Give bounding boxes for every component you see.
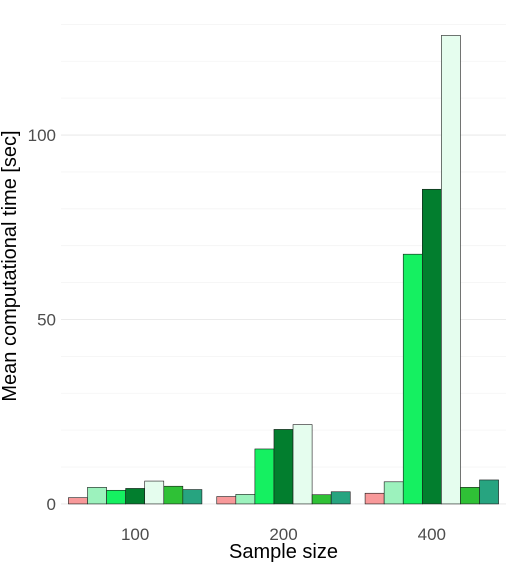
- bar-100-series-3: [106, 489, 126, 505]
- bar-100-series-6: [163, 485, 184, 505]
- bar-400-series-7: [479, 479, 499, 505]
- bar-100-series-1: [68, 497, 88, 505]
- bar-200-series-1: [216, 496, 237, 505]
- x-tick-label: 400: [418, 525, 446, 544]
- bar-100-series-5: [144, 480, 165, 505]
- bars: [68, 35, 499, 505]
- y-tick-label: 100: [28, 126, 56, 145]
- bar-200-series-2: [235, 494, 256, 505]
- bar-200-series-4: [273, 429, 294, 505]
- bar-200-series-7: [330, 491, 351, 505]
- bar-400-series-5: [441, 35, 461, 505]
- bar-400-series-6: [460, 487, 480, 505]
- y-tick-label: 50: [37, 310, 56, 329]
- y-tick-label: 0: [47, 495, 56, 514]
- bar-400-series-4: [421, 188, 442, 505]
- bar-200-series-6: [311, 494, 332, 505]
- bar-100-series-4: [125, 488, 146, 505]
- x-tick-label: 200: [269, 525, 297, 544]
- bar-200-series-5: [292, 424, 313, 505]
- x-tick-label: 100: [121, 525, 149, 544]
- x-axis-title: Sample size: [229, 541, 338, 563]
- y-axis-title: Mean computational time [sec]: [0, 130, 21, 401]
- bar-100-series-7: [182, 489, 203, 505]
- bar-400-series-1: [364, 492, 385, 505]
- x-axis-ticks: 100 200 400: [121, 525, 446, 544]
- y-axis-ticks: 0 50 100: [28, 126, 56, 514]
- bar-400-series-2: [383, 481, 404, 505]
- bar-400-series-3: [402, 253, 423, 505]
- bar-100-series-2: [87, 487, 107, 505]
- bar-200-series-3: [254, 448, 275, 505]
